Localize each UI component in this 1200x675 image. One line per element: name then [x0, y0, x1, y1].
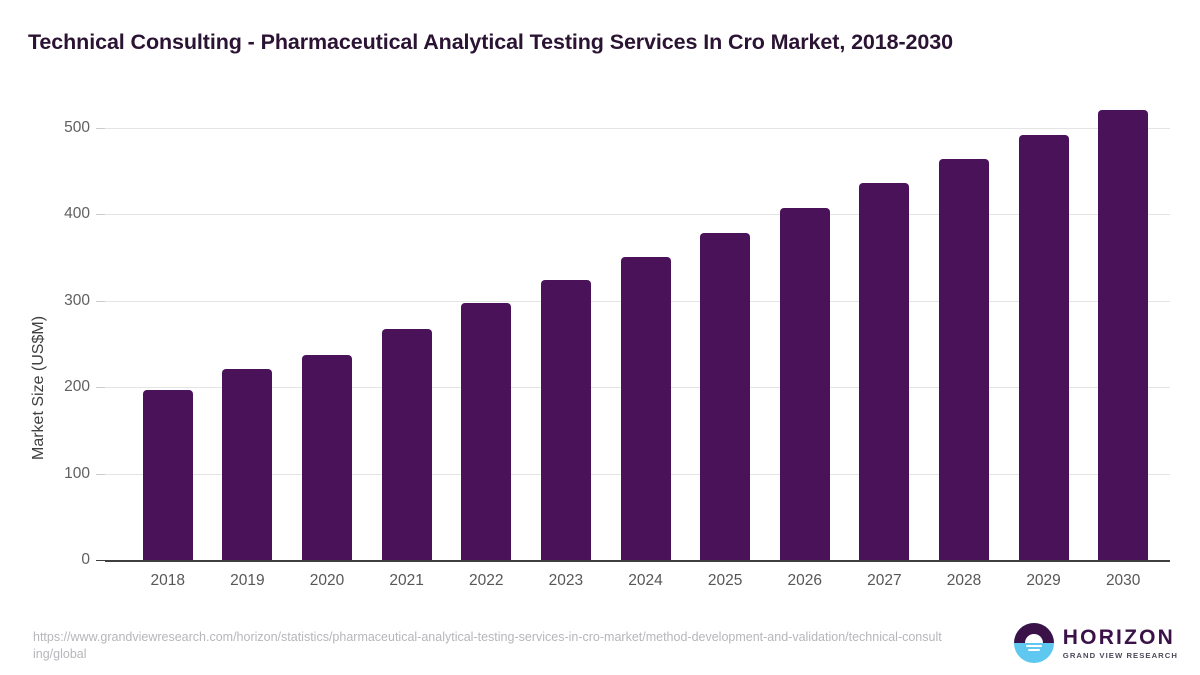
- bar[interactable]: [859, 183, 910, 560]
- y-axis-tick-label: 200: [64, 378, 90, 396]
- logo-wordmark: HORIZON: [1062, 625, 1176, 649]
- gridline: [105, 127, 1170, 129]
- y-axis-title: Market Size (US$M): [30, 315, 47, 460]
- horizon-sun-circle-icon: [1013, 623, 1054, 663]
- x-axis-tick-label: 2021: [389, 572, 424, 589]
- x-axis-tick-label: 2028: [946, 572, 982, 589]
- x-axis-tick-label: 2026: [787, 572, 822, 589]
- bar[interactable]: [461, 303, 512, 560]
- x-axis-tick-label: 2018: [150, 572, 186, 589]
- source-url[interactable]: https://www.grandviewresearch.com/horizo…: [33, 630, 942, 661]
- y-axis-tick-mark: [96, 214, 105, 216]
- bar[interactable]: [938, 158, 989, 560]
- logo-top-half: [1013, 623, 1054, 643]
- bar[interactable]: [620, 256, 671, 560]
- page-title: Technical Consulting - Pharmaceutical An…: [28, 30, 953, 54]
- y-axis-tick-mark: [96, 300, 105, 302]
- x-axis-tick-label: 2030: [1105, 572, 1141, 589]
- y-axis-tick-mark: [96, 127, 105, 129]
- x-axis-tick-label: 2020: [309, 572, 345, 589]
- x-axis-tick-label: 2027: [867, 572, 902, 589]
- bar[interactable]: [142, 389, 193, 560]
- y-axis-tick-mark: [96, 387, 105, 389]
- logo-ray-lower: [1027, 649, 1040, 651]
- y-axis-tick-label: 300: [64, 291, 90, 309]
- x-axis-tick-label: 2019: [230, 572, 265, 589]
- bar[interactable]: [700, 233, 751, 560]
- y-axis-tick-mark: [96, 560, 105, 561]
- logo-tagline: GRAND VIEW RESEARCH: [1062, 650, 1178, 660]
- bar[interactable]: [222, 368, 273, 560]
- plot-area: 2018 2019 2020 2021 2022 2023 2024 2025 2026 2027…: [105, 100, 1170, 589]
- bar[interactable]: [779, 208, 830, 560]
- x-axis-tick-label: 2022: [469, 572, 504, 589]
- y-axis-tick-mark: [96, 473, 105, 475]
- bar[interactable]: [540, 279, 591, 560]
- x-axis-tick-label: 2024: [628, 572, 663, 589]
- bar[interactable]: [302, 355, 353, 560]
- x-axis-tick-label: 2023: [548, 572, 584, 589]
- y-axis-tick-label: 400: [64, 205, 90, 223]
- x-axis-tick-label: 2025: [707, 572, 743, 589]
- bar[interactable]: [381, 329, 432, 560]
- logo-sun-shape: [1024, 634, 1043, 643]
- y-axis-tick-label: 100: [64, 464, 90, 482]
- bar[interactable]: [1098, 109, 1149, 560]
- y-axis-tick-label: 500: [64, 118, 90, 136]
- horizon-logo[interactable]: HORIZON GRAND VIEW RESEARCH: [1013, 620, 1178, 666]
- y-axis-tick-label: 0: [81, 551, 90, 568]
- x-axis-tick-label: 2029: [1026, 572, 1061, 589]
- logo-text: HORIZON GRAND VIEW RESEARCH: [1063, 627, 1178, 660]
- gridline: [105, 214, 1170, 216]
- bar[interactable]: [1018, 134, 1069, 560]
- logo-ray-upper: [1025, 645, 1042, 647]
- x-axis-line: [105, 560, 1170, 562]
